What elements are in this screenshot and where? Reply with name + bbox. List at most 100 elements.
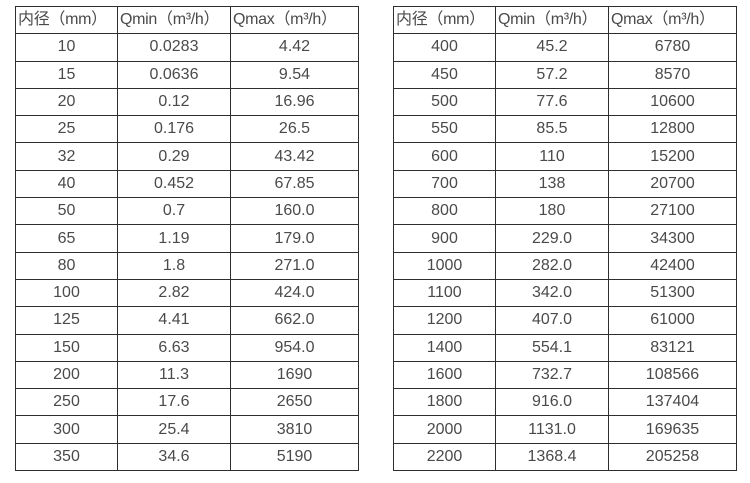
table-cell: 20700: [608, 169, 737, 199]
header-qmax: Qmax（m³/h）: [608, 5, 737, 35]
table-cell: 350: [15, 442, 118, 472]
table-cell: 50: [15, 197, 118, 226]
table-cell: 25: [15, 115, 118, 144]
header-qmin: Qmin（m³/h）: [495, 5, 609, 35]
header-row: 内径（mm） Qmin（m³/h） Qmax（m³/h）: [393, 5, 737, 35]
table-cell: 916.0: [495, 388, 609, 417]
table-cell: 662.0: [230, 306, 359, 335]
table-cell: 0.7: [117, 197, 231, 226]
table-cell: 10: [15, 33, 118, 62]
table-row: 1400 554.1 83121: [393, 333, 737, 362]
table-row: 20 0.12 16.96: [15, 87, 359, 117]
table-cell: 67.85: [230, 169, 359, 199]
table-cell: 85.5: [495, 115, 609, 144]
table-cell: 6.63: [117, 333, 231, 362]
table-cell: 160.0: [230, 197, 359, 226]
table-cell: 4.41: [117, 306, 231, 335]
table-cell: 1690: [230, 360, 359, 390]
table-row: 40 0.452 67.85: [15, 169, 359, 199]
table-cell: 26.5: [230, 115, 359, 144]
table-row: 125 4.41 662.0: [15, 306, 359, 335]
table-cell: 2650: [230, 388, 359, 417]
table-cell: 407.0: [495, 306, 609, 335]
table-cell: 11.3: [117, 360, 231, 390]
table-cell: 900: [393, 224, 496, 253]
table-row: 10 0.0283 4.42: [15, 33, 359, 62]
table-cell: 12800: [608, 115, 737, 144]
table-row: 2000 1131.0 169635: [393, 415, 737, 444]
flow-table-small-diameters: 内径（mm） Qmin（m³/h） Qmax（m³/h） 10 0.0283 4.4…: [15, 5, 359, 472]
table-cell: 16.96: [230, 87, 359, 117]
table-row: 200 11.3 1690: [15, 360, 359, 390]
table-cell: 0.176: [117, 115, 231, 144]
table-cell: 550: [393, 115, 496, 144]
table-cell: 2.82: [117, 278, 231, 308]
table-row: 1100 342.0 51300: [393, 278, 737, 308]
table-row: 150 6.63 954.0: [15, 333, 359, 362]
table-cell: 1400: [393, 333, 496, 362]
table-cell: 5190: [230, 442, 359, 472]
table-row: 1000 282.0 42400: [393, 251, 737, 280]
table-row: 65 1.19 179.0: [15, 224, 359, 253]
table-cell: 1.19: [117, 224, 231, 253]
flow-table-large-diameters: 内径（mm） Qmin（m³/h） Qmax（m³/h） 400 45.2 6780…: [393, 5, 737, 472]
table-cell: 0.29: [117, 142, 231, 171]
table-cell: 179.0: [230, 224, 359, 253]
table-row: 1600 732.7 108566: [393, 360, 737, 390]
table-cell: 250: [15, 388, 118, 417]
table-cell: 229.0: [495, 224, 609, 253]
table-cell: 1200: [393, 306, 496, 335]
table-cell: 1131.0: [495, 415, 609, 444]
header-inner-diameter: 内径（mm）: [15, 5, 118, 35]
table-cell: 0.0283: [117, 33, 231, 62]
table-cell: 61000: [608, 306, 737, 335]
table-cell: 110: [495, 142, 609, 171]
table-cell: 43.42: [230, 142, 359, 171]
table-body: 400 45.2 6780 450 57.2 8570 500 77.6 10600 550 85.…: [393, 33, 737, 472]
table-cell: 0.0636: [117, 60, 231, 89]
header-inner-diameter: 内径（mm）: [393, 5, 496, 35]
table-cell: 2000: [393, 415, 496, 444]
table-cell: 500: [393, 87, 496, 117]
table-cell: 450: [393, 60, 496, 89]
table-cell: 700: [393, 169, 496, 199]
table-cell: 1000: [393, 251, 496, 280]
table-cell: 180: [495, 197, 609, 226]
table-row: 400 45.2 6780: [393, 33, 737, 62]
table-cell: 34.6: [117, 442, 231, 472]
table-cell: 169635: [608, 415, 737, 444]
table-row: 350 34.6 5190: [15, 442, 359, 472]
table-row: 500 77.6 10600: [393, 87, 737, 117]
table-cell: 34300: [608, 224, 737, 253]
header-qmax: Qmax（m³/h）: [230, 5, 359, 35]
table-row: 450 57.2 8570: [393, 60, 737, 89]
table-cell: 137404: [608, 388, 737, 417]
table-row: 550 85.5 12800: [393, 115, 737, 144]
table-cell: 271.0: [230, 251, 359, 280]
table-cell: 108566: [608, 360, 737, 390]
table-cell: 17.6: [117, 388, 231, 417]
table-header: 内径（mm） Qmin（m³/h） Qmax（m³/h）: [15, 5, 359, 35]
table-cell: 424.0: [230, 278, 359, 308]
table-cell: 32: [15, 142, 118, 171]
table-row: 50 0.7 160.0: [15, 197, 359, 226]
table-cell: 6780: [608, 33, 737, 62]
table-cell: 282.0: [495, 251, 609, 280]
table-cell: 45.2: [495, 33, 609, 62]
table-row: 15 0.0636 9.54: [15, 60, 359, 89]
table-cell: 732.7: [495, 360, 609, 390]
table-row: 300 25.4 3810: [15, 415, 359, 444]
table-cell: 1.8: [117, 251, 231, 280]
table-cell: 51300: [608, 278, 737, 308]
table-header: 内径（mm） Qmin（m³/h） Qmax（m³/h）: [393, 5, 737, 35]
table-cell: 554.1: [495, 333, 609, 362]
table-cell: 600: [393, 142, 496, 171]
table-cell: 800: [393, 197, 496, 226]
table-cell: 1368.4: [495, 442, 609, 472]
table-cell: 1100: [393, 278, 496, 308]
table-row: 1200 407.0 61000: [393, 306, 737, 335]
table-cell: 4.42: [230, 33, 359, 62]
table-cell: 25.4: [117, 415, 231, 444]
table-row: 25 0.176 26.5: [15, 115, 359, 144]
